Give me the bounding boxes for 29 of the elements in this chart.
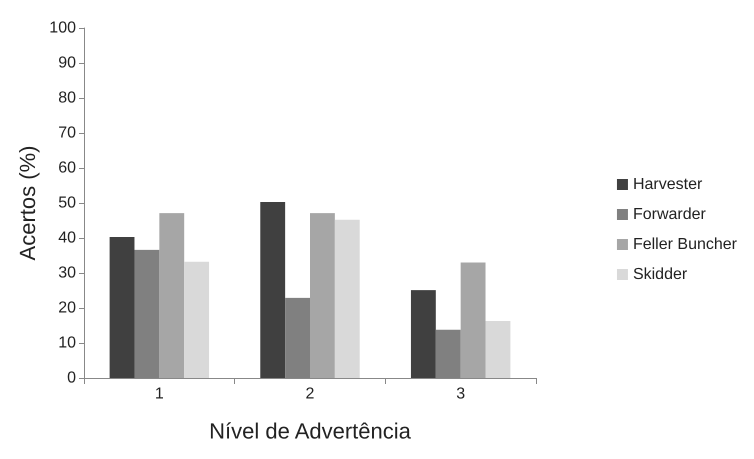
x-tick-label: 1 bbox=[154, 386, 164, 402]
x-axis-title: Nível de Advertência bbox=[209, 418, 412, 444]
y-tick-label: 40 bbox=[58, 230, 76, 246]
bar bbox=[486, 320, 510, 378]
legend-label: Forwarder bbox=[632, 206, 707, 223]
y-tick-label: 30 bbox=[58, 264, 76, 282]
legend-label: Feller Buncher bbox=[632, 236, 738, 253]
bar bbox=[310, 213, 335, 378]
legend-label: Skidder bbox=[632, 266, 688, 283]
bar bbox=[184, 262, 210, 378]
bar bbox=[260, 202, 286, 378]
y-tick-label: 10 bbox=[58, 334, 76, 352]
bar bbox=[159, 213, 184, 378]
bar bbox=[334, 220, 360, 378]
y-tick-label: 70 bbox=[58, 124, 76, 142]
bar bbox=[460, 262, 486, 378]
bar bbox=[110, 236, 134, 378]
y-tick-label: 0 bbox=[67, 370, 76, 386]
x-tick-label: 2 bbox=[306, 386, 315, 402]
y-tick-label: 100 bbox=[49, 20, 76, 36]
y-axis-title: Acertos (%) bbox=[14, 146, 40, 260]
y-tick-label: 20 bbox=[58, 300, 76, 316]
y-tick-label: 60 bbox=[58, 160, 76, 176]
y-tick-label: 80 bbox=[58, 90, 76, 106]
bar bbox=[410, 290, 436, 378]
y-tick-label: 50 bbox=[58, 194, 76, 212]
legend-label: Harvester bbox=[632, 176, 703, 193]
y-tick-label: 90 bbox=[58, 54, 76, 72]
x-tick-label: 3 bbox=[456, 386, 466, 402]
